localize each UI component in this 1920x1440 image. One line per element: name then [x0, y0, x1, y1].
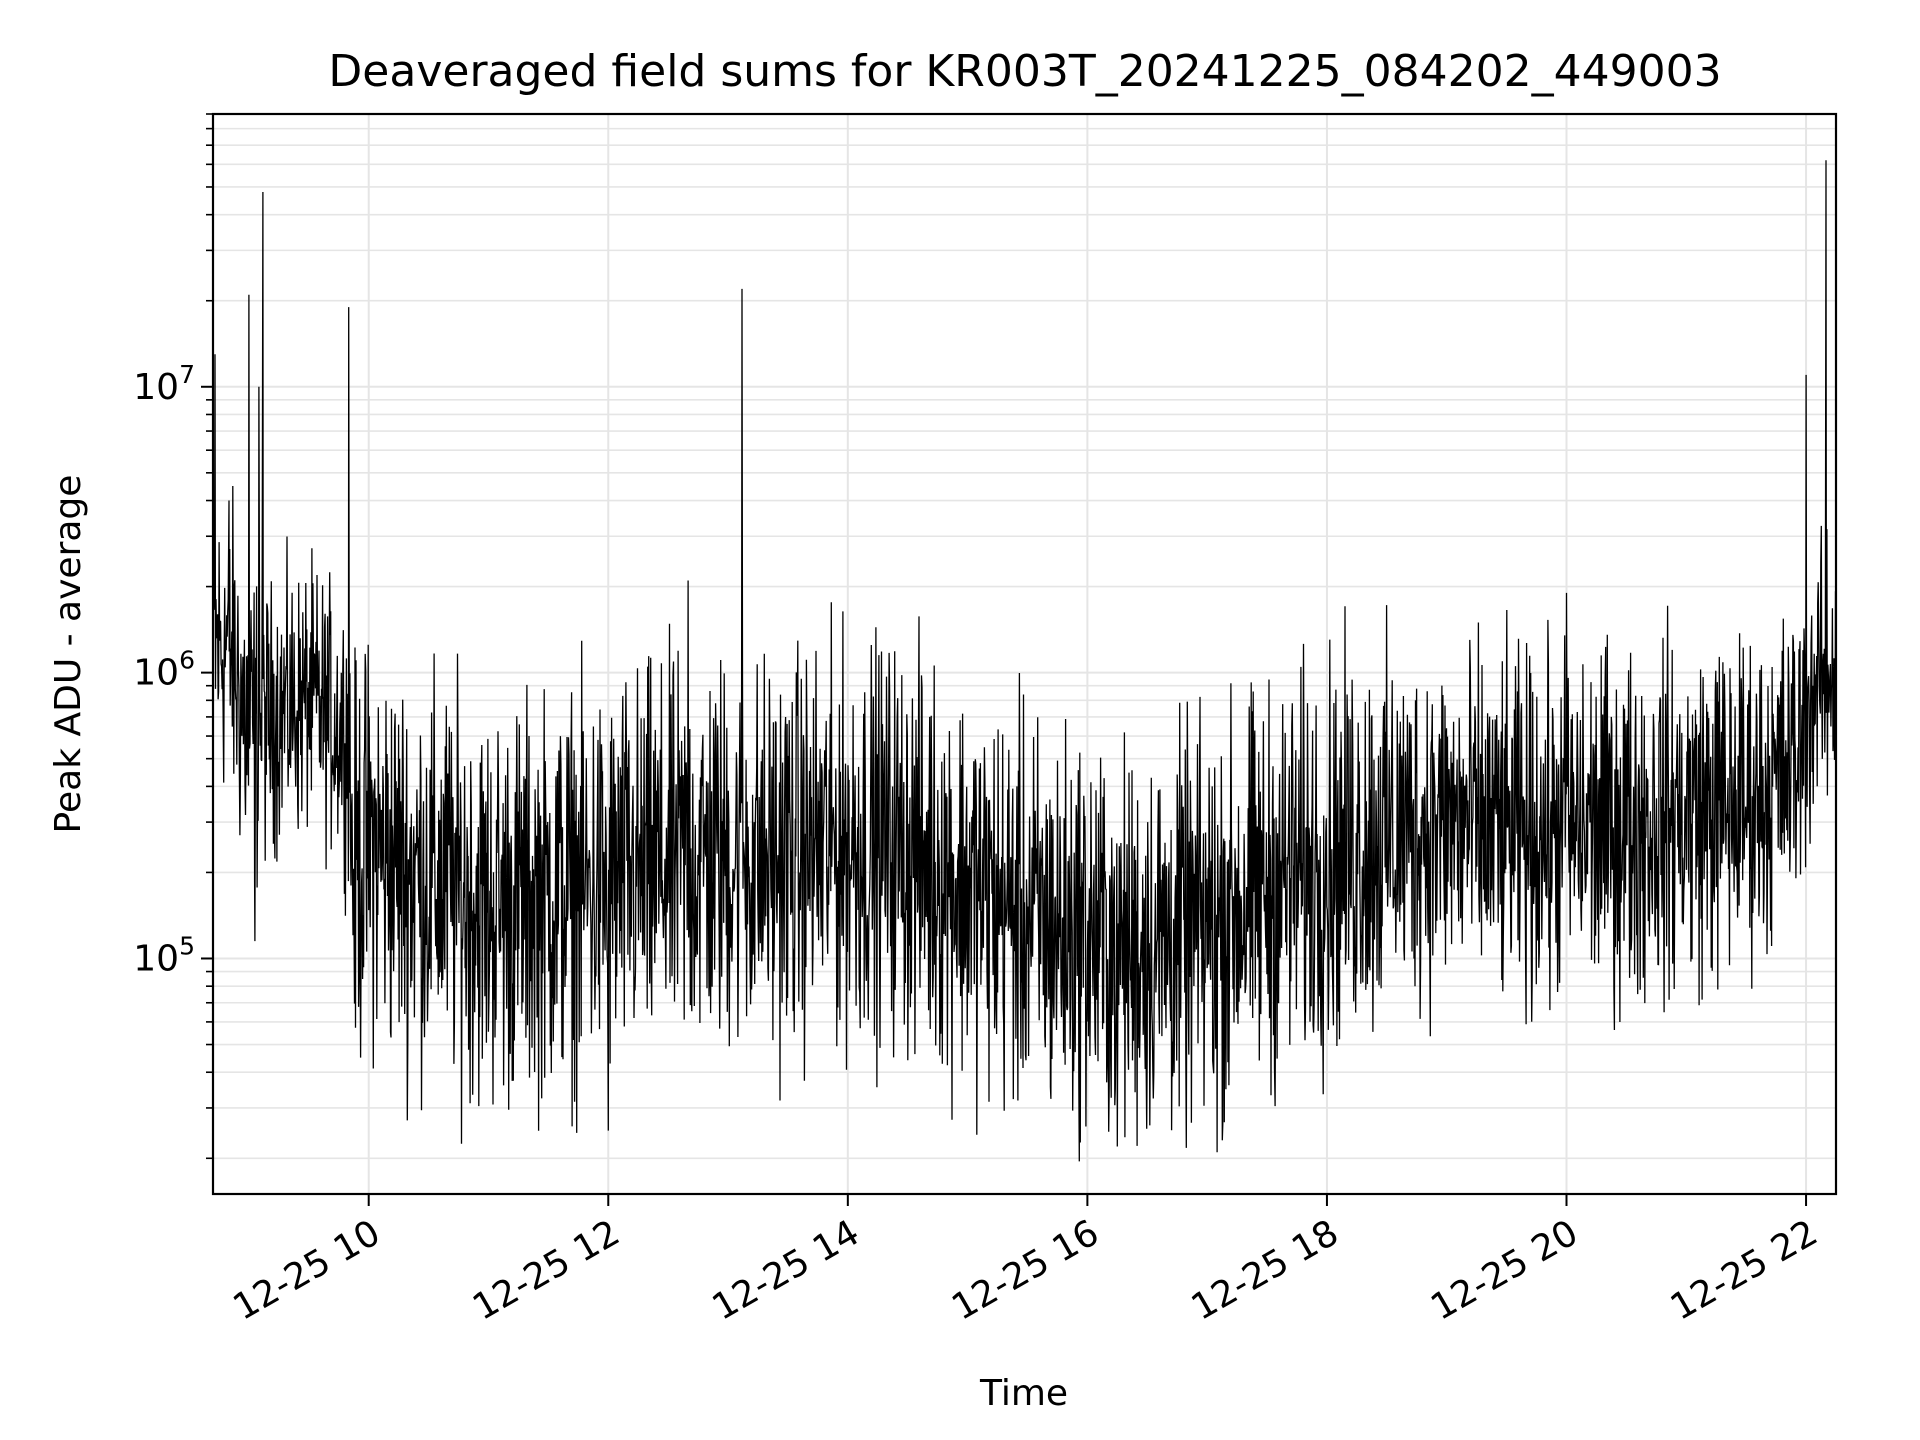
y-tick-base: 10 — [133, 938, 179, 979]
y-tick-base: 10 — [133, 653, 179, 694]
x-axis-label: Time — [979, 1373, 1068, 1414]
y-tick-exponent: 5 — [179, 931, 195, 960]
data-layer — [213, 160, 1836, 1162]
series-line — [213, 160, 1836, 1162]
y-tick-label: 107 — [133, 360, 195, 408]
y-tick-label: 106 — [133, 646, 195, 694]
y-axis-label: Peak ADU - average — [48, 475, 89, 834]
y-tick-exponent: 7 — [179, 360, 195, 389]
chart-title: Deaveraged field sums for KR003T_2024122… — [328, 46, 1721, 97]
plot-frame — [211, 112, 1838, 1196]
y-tick-exponent: 6 — [179, 646, 195, 675]
y-tick-label: 105 — [133, 931, 195, 979]
y-tick-base: 10 — [133, 367, 179, 408]
